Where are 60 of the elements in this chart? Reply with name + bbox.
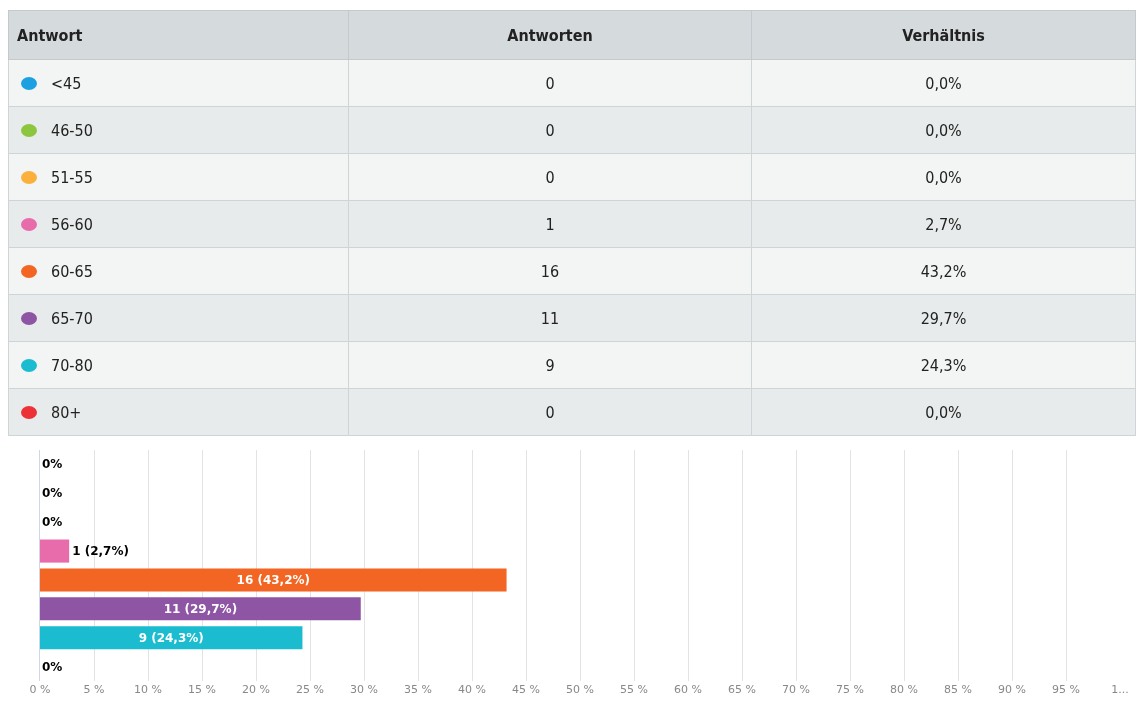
- text: 0,0%: [751, 59, 1136, 107]
- text: 65-70: [51, 309, 94, 328]
- x-tick-label: 0 %: [29, 683, 51, 696]
- text: 0: [348, 59, 752, 107]
- x-tick-label: 50 %: [566, 683, 594, 696]
- text: 16: [348, 247, 752, 295]
- bar: [40, 568, 507, 592]
- text: 80+: [51, 403, 83, 422]
- bar: [40, 626, 303, 650]
- x-tick-label: 5 %: [83, 683, 105, 696]
- x-tick-label: 90 %: [998, 683, 1026, 696]
- x-tick-label: 1...: [1111, 683, 1129, 696]
- x-tick-label: 60 %: [674, 683, 702, 696]
- text: 0,0%: [751, 153, 1136, 201]
- text: Antwort: [8, 10, 349, 60]
- text: 11: [348, 294, 752, 342]
- text: 0,0%: [751, 106, 1136, 154]
- x-tick-label: 30 %: [350, 683, 378, 696]
- text: 0: [348, 388, 752, 436]
- text: 0: [348, 106, 752, 154]
- text: 60-65: [51, 262, 94, 281]
- text: 0: [348, 153, 752, 201]
- data-label: 9 (24,3%): [138, 630, 204, 645]
- text: 51-55: [51, 168, 94, 187]
- text: 46-50: [51, 121, 94, 140]
- x-tick-label: 10 %: [134, 683, 162, 696]
- x-tick-label: 75 %: [836, 683, 864, 696]
- x-tick-label: 85 %: [944, 683, 972, 696]
- x-tick-label: 65 %: [728, 683, 756, 696]
- text: 1: [348, 200, 752, 248]
- text: 0,0%: [751, 388, 1136, 436]
- x-tick-label: 40 %: [458, 683, 486, 696]
- text: 2,7%: [751, 200, 1136, 248]
- x-tick-label: 20 %: [242, 683, 270, 696]
- text: <45: [51, 74, 83, 93]
- x-tick-label: 70 %: [782, 683, 810, 696]
- text: 9: [348, 341, 752, 389]
- text: Verhältnis: [751, 10, 1136, 60]
- x-tick-label: 45 %: [512, 683, 540, 696]
- text: 70-80: [51, 356, 94, 375]
- text: Antworten: [348, 10, 752, 60]
- text: 56-60: [51, 215, 94, 234]
- x-tick-label: 80 %: [890, 683, 918, 696]
- bar: [40, 539, 70, 563]
- text: 24,3%: [751, 341, 1136, 389]
- data-label: 16 (43,2%): [236, 572, 311, 587]
- data-label: 0%: [42, 486, 63, 500]
- data-label: 0%: [42, 660, 63, 674]
- x-tick-label: 35 %: [404, 683, 432, 696]
- data-label: 11 (29,7%): [163, 601, 238, 616]
- x-tick-label: 95 %: [1052, 683, 1080, 696]
- bar: [40, 597, 361, 621]
- x-tick-label: 55 %: [620, 683, 648, 696]
- data-label: 1 (2,7%): [72, 544, 129, 559]
- data-label: 0%: [42, 457, 63, 471]
- text: 29,7%: [751, 294, 1136, 342]
- data-label: 0%: [42, 515, 63, 529]
- x-tick-label: 25 %: [296, 683, 324, 696]
- text: 43,2%: [751, 247, 1136, 295]
- x-tick-label: 15 %: [188, 683, 216, 696]
